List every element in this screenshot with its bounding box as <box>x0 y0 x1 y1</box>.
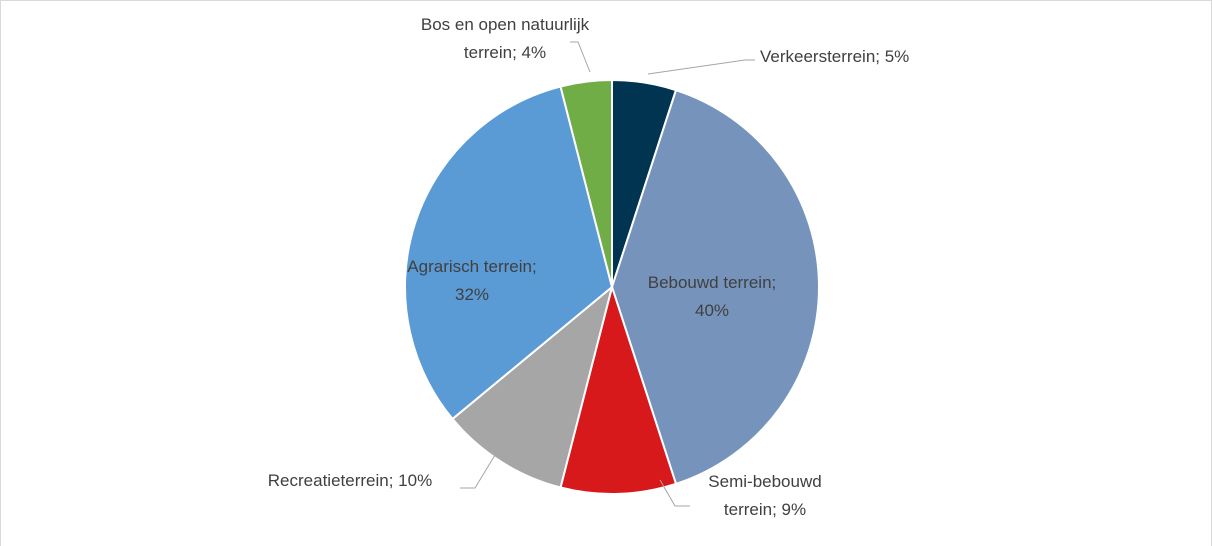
data-label-line: Agrarisch terrein; <box>407 257 536 276</box>
leader-line <box>647 59 755 75</box>
data-label-line: Verkeersterrein; 5% <box>760 47 909 66</box>
pie-slice <box>610 88 820 486</box>
data-label-line: terrein; 9% <box>724 500 806 519</box>
pie-slice <box>451 284 614 489</box>
data-label: Bebouwd terrein; 40% <box>648 273 777 320</box>
data-label: Agrarisch terrein; 32% <box>407 257 536 304</box>
data-label-line: Recreatieterrein; 10% <box>268 471 432 490</box>
data-label: Bos en open natuurlijk terrein; 4% <box>421 15 590 62</box>
data-label: Semi-bebouwd terrein; 9% <box>708 472 821 519</box>
data-label-line: 40% <box>695 301 729 320</box>
data-label-line: Semi-bebouwd <box>708 472 821 491</box>
data-label-line: Bebouwd terrein; <box>648 273 777 292</box>
data-label-line: Bos en open natuurlijk <box>421 15 590 34</box>
data-label: Recreatieterrein; 10% <box>268 471 432 490</box>
data-label-line: terrein; 4% <box>464 43 546 62</box>
data-label-line: 32% <box>455 285 489 304</box>
pie-slice <box>559 78 613 288</box>
pie-slice <box>404 85 614 421</box>
data-label: Verkeersterrein; 5% <box>760 47 909 66</box>
leader-line <box>659 479 690 507</box>
leader-line <box>460 454 496 489</box>
pie-slice <box>559 283 678 495</box>
leader-line <box>570 41 591 73</box>
